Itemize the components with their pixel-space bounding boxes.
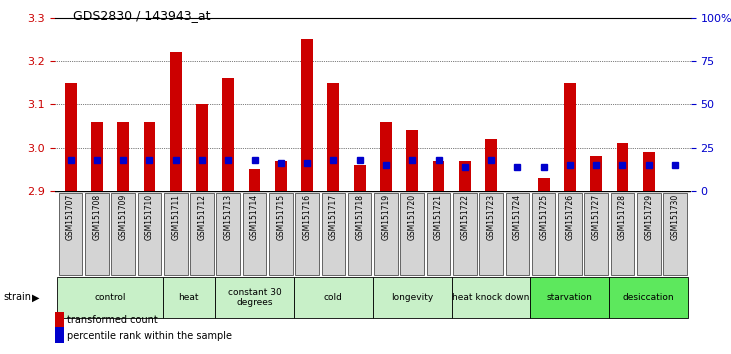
Text: GSM151715: GSM151715	[276, 194, 285, 240]
FancyBboxPatch shape	[111, 193, 135, 275]
Bar	[433, 161, 444, 191]
Bar	[301, 39, 313, 191]
Text: longevity: longevity	[391, 293, 433, 302]
FancyBboxPatch shape	[216, 193, 240, 275]
Bar	[354, 165, 366, 191]
FancyBboxPatch shape	[453, 193, 477, 275]
Bar	[327, 83, 339, 191]
Text: ▶: ▶	[32, 292, 39, 302]
Text: GDS2830 / 143943_at: GDS2830 / 143943_at	[73, 9, 211, 22]
Text: GSM151729: GSM151729	[644, 194, 654, 240]
FancyBboxPatch shape	[374, 193, 398, 275]
FancyBboxPatch shape	[58, 277, 162, 318]
FancyBboxPatch shape	[373, 277, 452, 318]
Text: GSM151716: GSM151716	[303, 194, 311, 240]
Text: GSM151726: GSM151726	[565, 194, 575, 240]
Text: GSM151730: GSM151730	[670, 194, 680, 240]
FancyBboxPatch shape	[322, 193, 345, 275]
Text: GSM151717: GSM151717	[329, 194, 338, 240]
Text: strain: strain	[4, 292, 31, 302]
FancyBboxPatch shape	[295, 193, 319, 275]
Bar	[590, 156, 602, 191]
Bar	[275, 161, 287, 191]
Bar	[222, 78, 234, 191]
Text: GSM151719: GSM151719	[382, 194, 390, 240]
FancyBboxPatch shape	[348, 193, 371, 275]
Bar	[91, 122, 103, 191]
Text: cold: cold	[324, 293, 343, 302]
Text: GSM151725: GSM151725	[539, 194, 548, 240]
FancyBboxPatch shape	[294, 277, 373, 318]
FancyBboxPatch shape	[269, 193, 292, 275]
Text: percentile rank within the sample: percentile rank within the sample	[67, 331, 232, 341]
Bar	[380, 122, 392, 191]
Text: transformed count: transformed count	[67, 315, 157, 325]
Bar	[64, 83, 77, 191]
Bar	[564, 83, 576, 191]
Text: GSM151707: GSM151707	[66, 194, 75, 240]
FancyBboxPatch shape	[215, 277, 294, 318]
Text: GSM151711: GSM151711	[171, 194, 181, 240]
Bar	[538, 178, 550, 191]
FancyBboxPatch shape	[584, 193, 608, 275]
FancyBboxPatch shape	[58, 193, 83, 275]
Bar	[249, 170, 260, 191]
FancyBboxPatch shape	[480, 193, 503, 275]
FancyBboxPatch shape	[401, 193, 424, 275]
Bar	[406, 131, 418, 191]
Text: constant 30
degrees: constant 30 degrees	[227, 288, 281, 307]
Text: GSM151728: GSM151728	[618, 194, 627, 240]
Text: GSM151727: GSM151727	[591, 194, 601, 240]
FancyBboxPatch shape	[610, 193, 635, 275]
Bar	[459, 161, 471, 191]
FancyBboxPatch shape	[531, 193, 556, 275]
FancyBboxPatch shape	[637, 193, 661, 275]
FancyBboxPatch shape	[531, 277, 610, 318]
Text: GSM151718: GSM151718	[355, 194, 364, 240]
Text: GSM151713: GSM151713	[224, 194, 232, 240]
Bar	[143, 122, 156, 191]
Text: GSM151714: GSM151714	[250, 194, 259, 240]
FancyBboxPatch shape	[243, 193, 266, 275]
Text: GSM151712: GSM151712	[197, 194, 206, 240]
Text: GSM151723: GSM151723	[487, 194, 496, 240]
FancyBboxPatch shape	[663, 193, 687, 275]
Text: GSM151721: GSM151721	[434, 194, 443, 240]
FancyBboxPatch shape	[190, 193, 213, 275]
FancyBboxPatch shape	[506, 193, 529, 275]
Text: heat knock down: heat knock down	[452, 293, 530, 302]
FancyBboxPatch shape	[164, 193, 188, 275]
FancyBboxPatch shape	[162, 277, 215, 318]
Bar	[643, 152, 655, 191]
Text: GSM151720: GSM151720	[408, 194, 417, 240]
Bar	[485, 139, 497, 191]
Text: GSM151722: GSM151722	[461, 194, 469, 240]
Text: starvation: starvation	[547, 293, 593, 302]
Text: GSM151709: GSM151709	[118, 194, 128, 240]
FancyBboxPatch shape	[610, 277, 688, 318]
Bar	[616, 143, 629, 191]
Text: desiccation: desiccation	[623, 293, 675, 302]
Text: GSM151724: GSM151724	[513, 194, 522, 240]
FancyBboxPatch shape	[85, 193, 109, 275]
Text: control: control	[94, 293, 126, 302]
Bar	[117, 122, 129, 191]
Text: GSM151710: GSM151710	[145, 194, 154, 240]
FancyBboxPatch shape	[137, 193, 162, 275]
Bar	[170, 52, 181, 191]
FancyBboxPatch shape	[558, 193, 582, 275]
Bar	[196, 104, 208, 191]
FancyBboxPatch shape	[452, 277, 531, 318]
Text: heat: heat	[178, 293, 199, 302]
FancyBboxPatch shape	[427, 193, 450, 275]
Text: GSM151708: GSM151708	[92, 194, 102, 240]
